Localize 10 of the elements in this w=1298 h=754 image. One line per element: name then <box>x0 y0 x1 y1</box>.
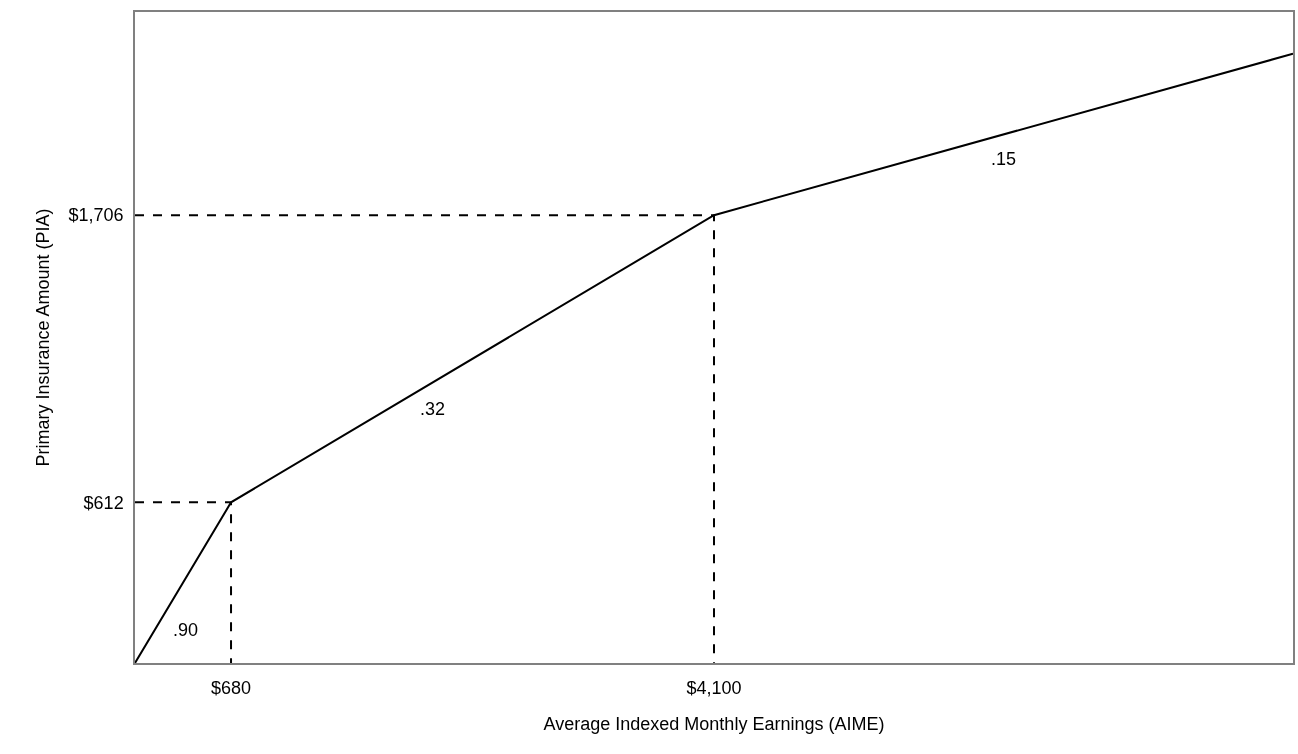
line-series <box>135 52 1293 663</box>
annotation: .15 <box>991 149 1017 169</box>
x-tick-label: $680 <box>211 678 252 699</box>
annotation: .32 <box>420 399 446 419</box>
y-tick-label: $1,706 <box>68 205 124 226</box>
x-axis-title: Average Indexed Monthly Earnings (AIME) <box>543 713 885 734</box>
annotation: .90 <box>173 620 199 640</box>
y-axis-title: Primary Insurance Amount (PIA) <box>33 208 54 467</box>
y-tick-label: $612 <box>83 492 124 513</box>
x-tick-label: $4,100 <box>686 678 742 699</box>
